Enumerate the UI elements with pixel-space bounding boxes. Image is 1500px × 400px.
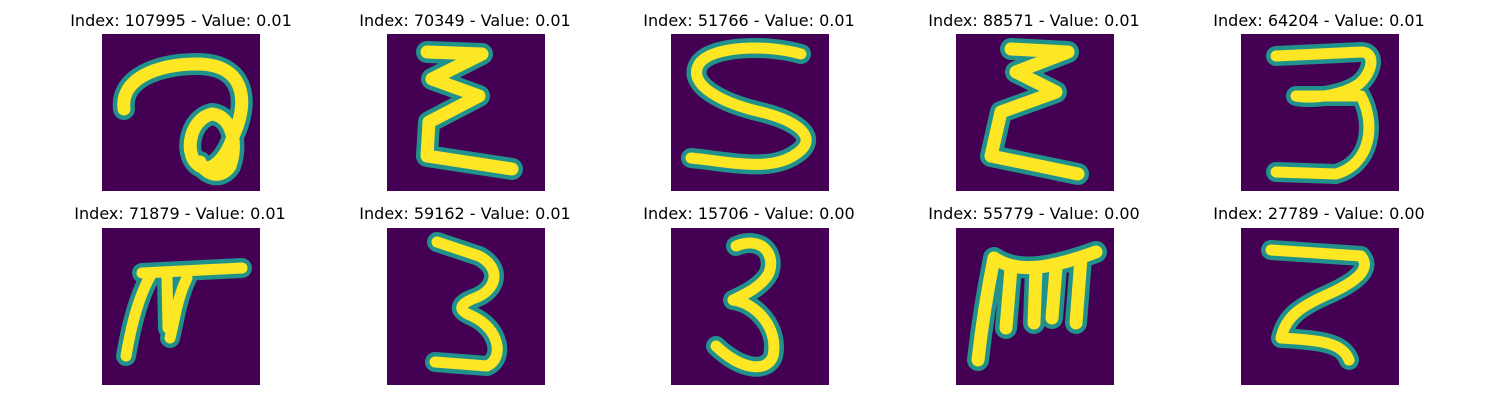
glyph-s-curve <box>681 38 816 175</box>
glyph-z-like <box>1261 240 1375 370</box>
panel-title: Index: 59162 - Value: 0.01 <box>359 204 571 223</box>
panel-title: Index: 51766 - Value: 0.01 <box>643 11 855 30</box>
panel-title: Index: 55779 - Value: 0.00 <box>928 204 1140 223</box>
panel-title: Index: 70349 - Value: 0.01 <box>359 11 571 30</box>
panel-title: Index: 107995 - Value: 0.01 <box>70 11 292 30</box>
digit-image <box>671 34 829 191</box>
glyph-epsilon <box>980 38 1089 185</box>
panel-title: Index: 88571 - Value: 0.01 <box>928 11 1140 30</box>
glyph-three-tall <box>706 233 784 377</box>
glyph-a-loop <box>112 53 253 186</box>
digit-image <box>1241 34 1399 191</box>
glyph-epsilon <box>416 41 523 180</box>
digit-image <box>671 228 829 385</box>
digit-image <box>1241 228 1399 385</box>
digit-image <box>102 228 260 385</box>
panel-title: Index: 64204 - Value: 0.01 <box>1213 11 1425 30</box>
panel-title: Index: 15706 - Value: 0.00 <box>643 204 855 223</box>
digit-image <box>956 34 1114 191</box>
glyph-pi-like <box>116 258 252 366</box>
glyph-m-like <box>967 241 1107 371</box>
glyph-three-flat <box>1266 42 1381 184</box>
digit-image <box>387 34 545 191</box>
glyph-three <box>425 232 508 376</box>
panel-title: Index: 71879 - Value: 0.01 <box>74 204 286 223</box>
digit-image <box>956 228 1114 385</box>
digit-image <box>102 34 260 191</box>
panel-title: Index: 27789 - Value: 0.00 <box>1213 204 1425 223</box>
digit-image <box>387 228 545 385</box>
